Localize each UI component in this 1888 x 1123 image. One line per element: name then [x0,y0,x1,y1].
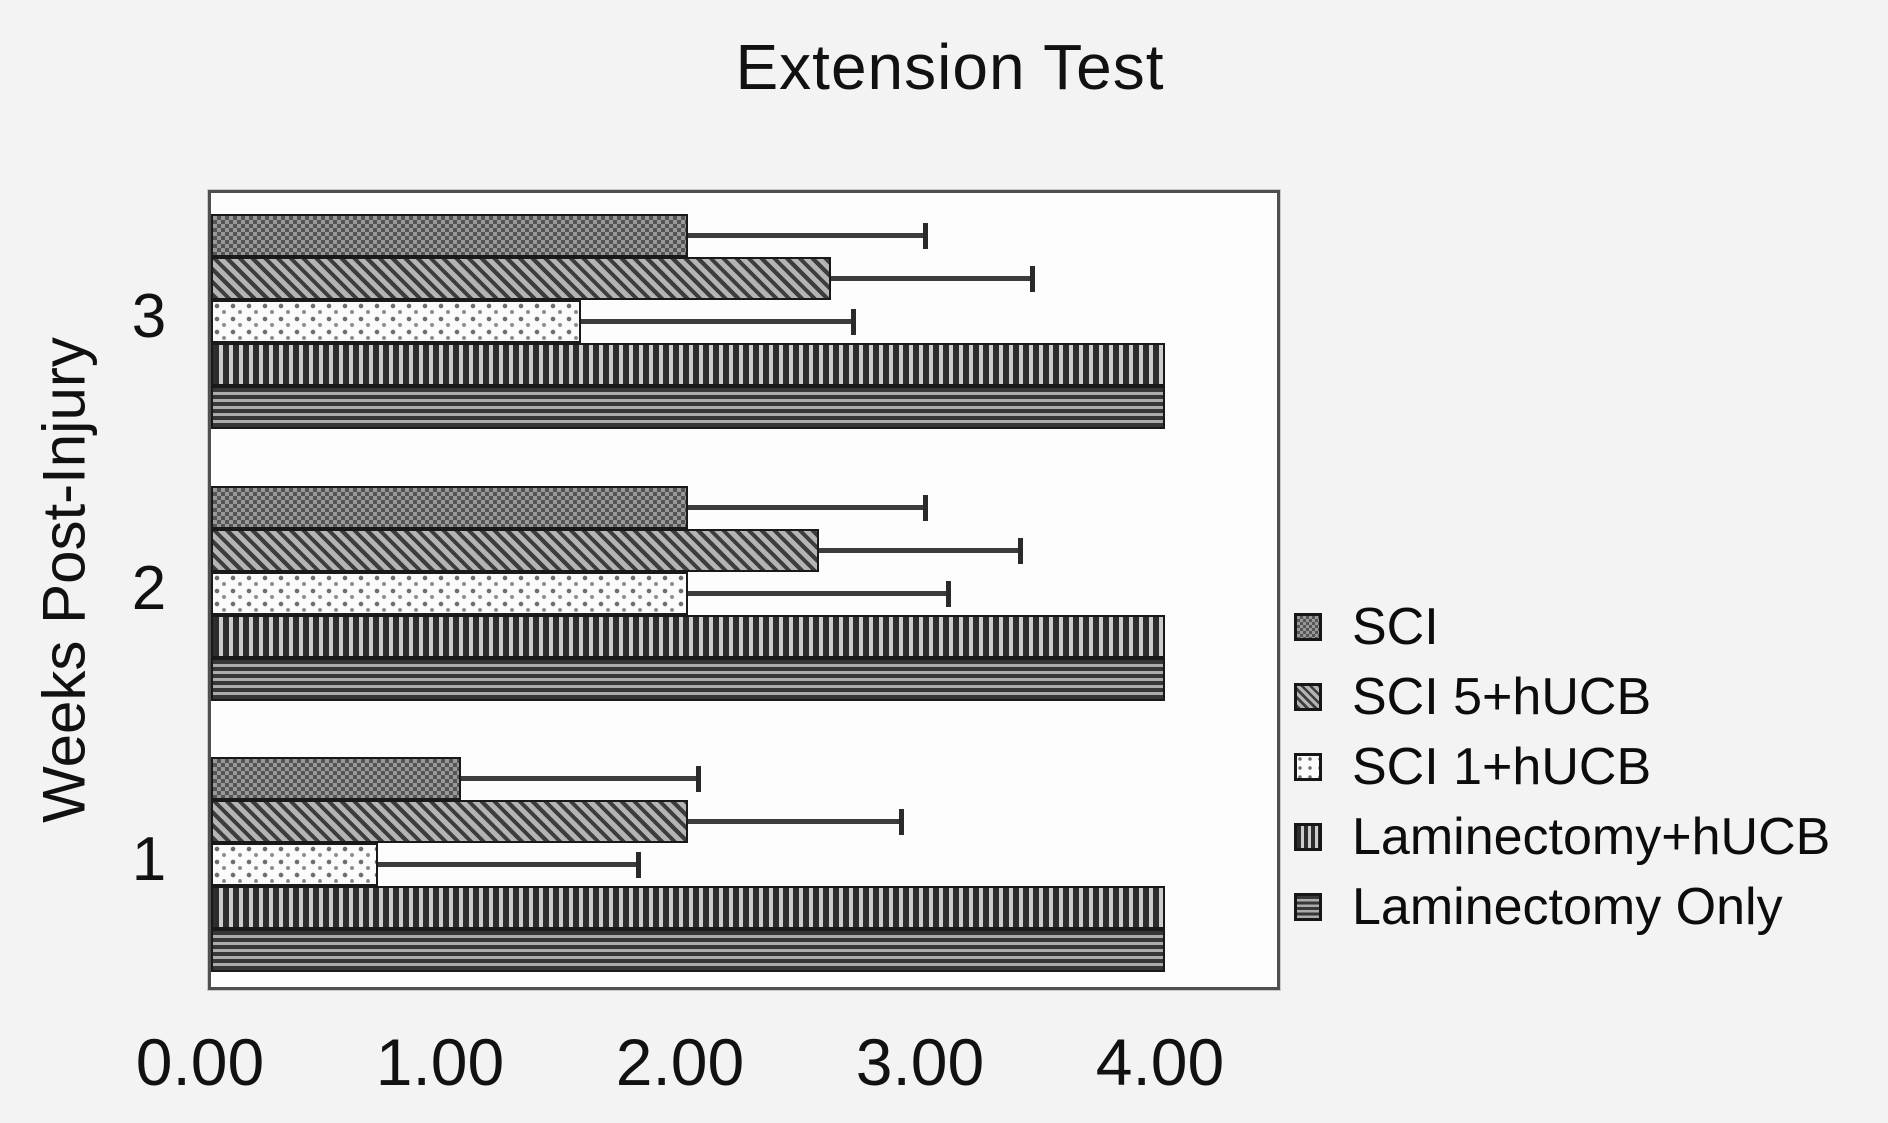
legend-marker-laminectomy-hucb [1294,823,1322,851]
bar-laminectomy-only-week-1 [211,929,1165,972]
y-axis-label: Weeks Post-Injury [30,337,98,823]
bar-laminectomy-hucb-week-1 [211,886,1165,929]
x-tick-label-4: 4.00 [1095,1025,1225,1099]
error-bar-sci-5-hucb-week-3 [831,276,1034,281]
error-bar-cap-sci-week-1 [696,766,701,792]
bar-group-week-3 [211,214,1277,429]
bar-sci-5-hucb-week-3 [211,257,831,300]
x-tick-label-2: 2.00 [615,1025,745,1099]
error-bar-sci-week-2 [688,505,927,510]
legend-label-laminectomy-only: Laminectomy Only [1352,878,1783,936]
error-bar-cap-sci-1-hucb-week-1 [636,852,641,878]
chart-title: Extension Test [735,31,1165,103]
error-bar-sci-1-hucb-week-2 [688,591,950,596]
bar-laminectomy-only-week-2 [211,658,1165,701]
legend-label-sci: SCI [1352,598,1439,656]
error-bar-cap-sci-week-3 [923,223,928,249]
x-tick-label-0: 0.00 [135,1025,265,1099]
error-bar-cap-sci-5-hucb-week-1 [899,809,904,835]
legend-marker-sci [1294,613,1322,641]
x-tick-label-3: 3.00 [855,1025,985,1099]
bar-group-week-2 [211,486,1277,701]
bar-laminectomy-hucb-week-3 [211,343,1165,386]
legend-item-laminectomy-only: Laminectomy Only [1294,872,1830,942]
category-label-week-2: 2 [131,554,167,623]
x-tick-label-1: 1.00 [375,1025,505,1099]
category-label-week-1: 1 [131,825,167,894]
bar-sci-week-3 [211,214,688,257]
bar-sci-week-1 [211,757,461,800]
error-bar-sci-5-hucb-week-1 [688,819,903,824]
error-bar-sci-week-3 [688,233,927,238]
category-label-week-3: 3 [131,282,167,351]
bar-group-week-1 [211,757,1277,972]
legend-label-sci-1-hucb: SCI 1+hUCB [1352,738,1652,796]
bar-sci-5-hucb-week-2 [211,529,819,572]
error-bar-sci-5-hucb-week-2 [819,548,1022,553]
error-bar-cap-sci-5-hucb-week-2 [1018,538,1023,564]
legend-item-sci-5-hucb: SCI 5+hUCB [1294,662,1830,732]
legend-marker-sci-1-hucb [1294,753,1322,781]
legend-label-sci-5-hucb: SCI 5+hUCB [1352,668,1652,726]
bar-laminectomy-hucb-week-2 [211,615,1165,658]
bar-sci-1-hucb-week-3 [211,300,581,343]
error-bar-sci-1-hucb-week-1 [378,862,640,867]
legend-item-sci: SCI [1294,592,1830,662]
legend-marker-sci-5-hucb [1294,683,1322,711]
legend-item-sci-1-hucb: SCI 1+hUCB [1294,732,1830,802]
legend: SCI SCI 5+hUCB SCI 1+hUCB Laminectomy+hU… [1294,592,1830,942]
bar-sci-1-hucb-week-1 [211,843,378,886]
error-bar-cap-sci-1-hucb-week-3 [851,309,856,335]
legend-marker-laminectomy-only [1294,893,1322,921]
error-bar-sci-1-hucb-week-3 [581,319,855,324]
bar-sci-5-hucb-week-1 [211,800,688,843]
error-bar-sci-week-1 [461,776,699,781]
bar-sci-week-2 [211,486,688,529]
plot-area [208,190,1280,990]
legend-item-laminectomy-hucb: Laminectomy+hUCB [1294,802,1830,872]
legend-label-laminectomy-hucb: Laminectomy+hUCB [1352,808,1831,866]
bar-laminectomy-only-week-3 [211,386,1165,429]
error-bar-cap-sci-week-2 [923,495,928,521]
error-bar-cap-sci-5-hucb-week-3 [1030,266,1035,292]
bar-sci-1-hucb-week-2 [211,572,688,615]
error-bar-cap-sci-1-hucb-week-2 [946,581,951,607]
